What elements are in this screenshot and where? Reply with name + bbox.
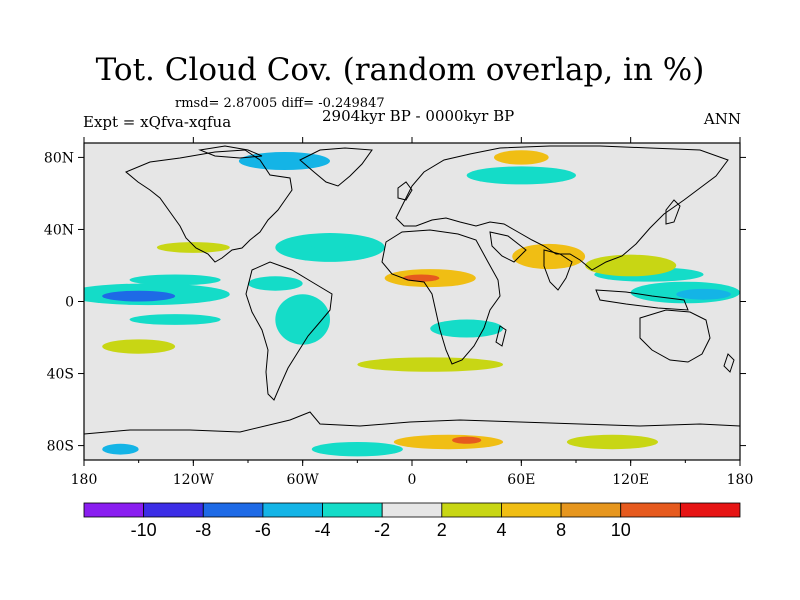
colorbar-label: -6: [255, 520, 271, 540]
colorbar-label: -10: [131, 520, 157, 540]
colorbar-label: -4: [315, 520, 331, 540]
coastline-north-america: [125, 149, 293, 263]
lon-tick-label: 120W: [173, 472, 215, 488]
anomaly-patch: [357, 357, 504, 372]
colorbar-swatch: [381, 502, 443, 518]
colorbar: -10 -8 -6 -4 -2 2 4 8 10: [83, 502, 741, 540]
anomaly-patch: [566, 434, 658, 450]
lat-tick-label: 80S: [47, 439, 74, 455]
anomaly-patch: [308, 238, 352, 250]
colorbar-label: 8: [556, 520, 566, 540]
anomaly-layer: [84, 143, 740, 460]
colorbar-label: 2: [437, 520, 447, 540]
lon-tick-label: 180: [71, 472, 98, 488]
lon-tick-label: 60E: [507, 472, 535, 488]
lat-tick-label: 80N: [44, 150, 74, 166]
map-title: Tot. Cloud Cov. (random overlap, in %): [95, 52, 705, 88]
anomaly-patch: [129, 274, 221, 286]
colorbar-label: 4: [496, 520, 506, 540]
colorbar-swatch: [83, 502, 145, 518]
anomaly-patch: [156, 242, 230, 253]
anomaly-patch: [102, 443, 139, 455]
coastline-africa: [381, 229, 501, 365]
anomaly-patch: [393, 434, 504, 450]
colorbar-label: -2: [374, 520, 390, 540]
anomaly-patch: [512, 243, 586, 270]
colorbar-swatch: [322, 502, 383, 518]
colorbar-swatch: [560, 502, 622, 518]
coastline-new-zealand: [723, 353, 735, 373]
lon-tick-label: 180: [727, 472, 754, 488]
anomaly-patch: [402, 274, 440, 282]
anomaly-patch: [102, 339, 176, 354]
anomaly-patch: [102, 290, 176, 302]
coastline-british-isles: [397, 181, 413, 201]
lat-tick-label: 40N: [44, 222, 74, 238]
coastline-australia: [639, 309, 711, 363]
coastline-south-america: [245, 261, 333, 401]
latitude-ticks: 80N 40N 0 40S 80S: [44, 150, 746, 455]
experiment-label: Expt = xQfva-xqfua: [83, 113, 232, 131]
anomaly-patch: [248, 276, 303, 291]
longitude-ticks: 180 120W 60W 0 60E 120E 180: [71, 137, 754, 488]
season-label: ANN: [703, 110, 741, 128]
lat-tick-label: 0: [65, 295, 74, 311]
lon-tick-label: 120E: [612, 472, 649, 488]
colorbar-swatch: [202, 502, 264, 518]
coastline-antarctica: [84, 411, 740, 435]
coastline-indonesia: [595, 289, 689, 311]
colorbar-swatch: [262, 502, 323, 518]
coastline-arctic-islands: [198, 145, 263, 159]
colorbar-label: -8: [195, 520, 211, 540]
coastline-eurasia: [395, 145, 729, 271]
coastline-india: [543, 249, 573, 291]
colorbar-swatch: [620, 502, 681, 518]
anomaly-patch: [452, 436, 482, 444]
lat-tick-label: 40S: [47, 367, 74, 383]
coastline-layer: [84, 145, 740, 435]
anomaly-patch: [311, 441, 403, 457]
stats-line: rmsd= 2.87005 diff= -0.249847: [175, 96, 385, 111]
anomaly-patch: [493, 150, 549, 165]
coastline-greenland: [299, 147, 373, 187]
coastline-arabia: [489, 231, 527, 263]
colorbar-swatch: [501, 502, 562, 518]
colorbar-swatch: [441, 502, 502, 518]
anomaly-patch: [466, 166, 576, 185]
colorbar-swatch: [679, 502, 741, 518]
lon-tick-label: 0: [408, 472, 417, 488]
lon-tick-label: 60W: [287, 472, 320, 488]
anomaly-patch: [129, 314, 221, 325]
anomaly-patch: [676, 288, 731, 300]
anomaly-patch: [275, 294, 330, 345]
anomaly-patch: [585, 254, 677, 277]
colorbar-swatch: [143, 502, 204, 518]
coastline-japan: [665, 199, 681, 225]
colorbar-label: 10: [611, 520, 631, 540]
period-label: 2904kyr BP - 0000kyr BP: [322, 107, 515, 125]
coastline-madagascar: [495, 325, 507, 347]
